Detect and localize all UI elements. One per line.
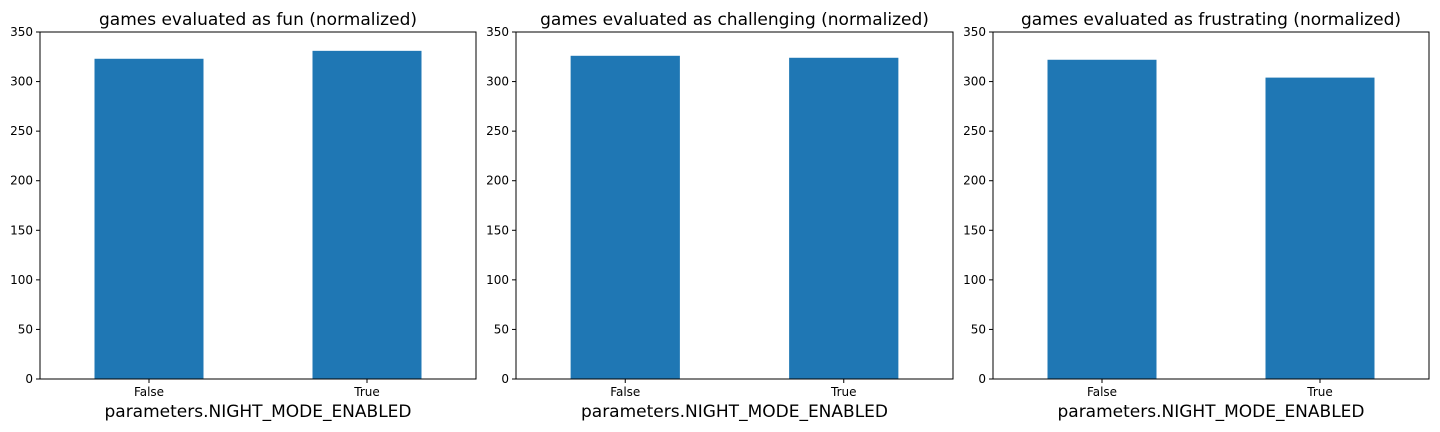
y-tick-label: 200	[963, 174, 986, 188]
chart-fun: games evaluated as fun (normalized) 0 50 1…	[10, 10, 477, 422]
x-axis-label: parameters.NIGHT_MODE_ENABLED	[581, 402, 888, 422]
bar-group	[570, 55, 899, 380]
bar-group	[94, 50, 422, 380]
bar-false	[1047, 59, 1157, 379]
y-axis: 0 50 100 150 200 250 300 350	[10, 25, 40, 386]
y-tick-label: 100	[486, 273, 509, 287]
bar-true	[312, 50, 422, 379]
axes-frame	[992, 31, 1430, 380]
chart-title: games evaluated as frustrating (normaliz…	[1021, 10, 1401, 30]
y-tick-label: 300	[10, 75, 33, 89]
y-tick-label: 250	[486, 124, 509, 138]
x-tick-label: True	[830, 385, 857, 399]
x-tick-label: True	[1306, 385, 1333, 399]
y-axis: 0 50 100 150 200 250 300 350	[963, 25, 993, 386]
y-tick-label: 50	[971, 322, 986, 336]
y-tick-label: 150	[486, 223, 509, 237]
y-tick-label: 300	[963, 75, 986, 89]
y-tick-label: 350	[963, 25, 986, 39]
y-tick-label: 150	[10, 223, 33, 237]
x-tick-label: False	[134, 385, 164, 399]
y-tick-label: 300	[486, 75, 509, 89]
axes-frame	[39, 31, 477, 380]
y-tick-label: 250	[963, 124, 986, 138]
bar-true	[789, 57, 899, 380]
bar-false	[570, 55, 680, 380]
x-axis: False True	[1087, 379, 1333, 399]
y-tick-label: 350	[486, 25, 509, 39]
y-tick-label: 50	[494, 322, 509, 336]
y-tick-label: 150	[963, 223, 986, 237]
y-tick-label: 250	[10, 124, 33, 138]
bar-group	[1047, 59, 1375, 379]
axes-frame	[515, 31, 954, 380]
y-tick-label: 0	[25, 372, 33, 386]
y-tick-label: 100	[10, 273, 33, 287]
x-axis-label: parameters.NIGHT_MODE_ENABLED	[104, 402, 411, 422]
y-axis: 0 50 100 150 200 250 300 350	[486, 25, 516, 386]
x-axis-label: parameters.NIGHT_MODE_ENABLED	[1057, 402, 1364, 422]
y-tick-label: 100	[963, 273, 986, 287]
y-tick-label: 0	[501, 372, 509, 386]
x-tick-label: True	[353, 385, 380, 399]
chart-frustrating: games evaluated as frustrating (normaliz…	[963, 10, 1430, 422]
chart-challenging: games evaluated as challenging (normaliz…	[486, 10, 954, 422]
x-axis: False True	[610, 379, 857, 399]
chart-title: games evaluated as challenging (normaliz…	[540, 10, 929, 30]
y-tick-label: 200	[10, 174, 33, 188]
bar-true	[1265, 77, 1375, 379]
x-axis: False True	[134, 379, 380, 399]
y-tick-label: 350	[10, 25, 33, 39]
y-tick-label: 0	[978, 372, 986, 386]
chart-title: games evaluated as fun (normalized)	[99, 10, 417, 30]
x-tick-label: False	[1087, 385, 1117, 399]
bar-false	[94, 58, 204, 380]
x-tick-label: False	[610, 385, 640, 399]
y-tick-label: 200	[486, 174, 509, 188]
y-tick-label: 50	[18, 322, 33, 336]
